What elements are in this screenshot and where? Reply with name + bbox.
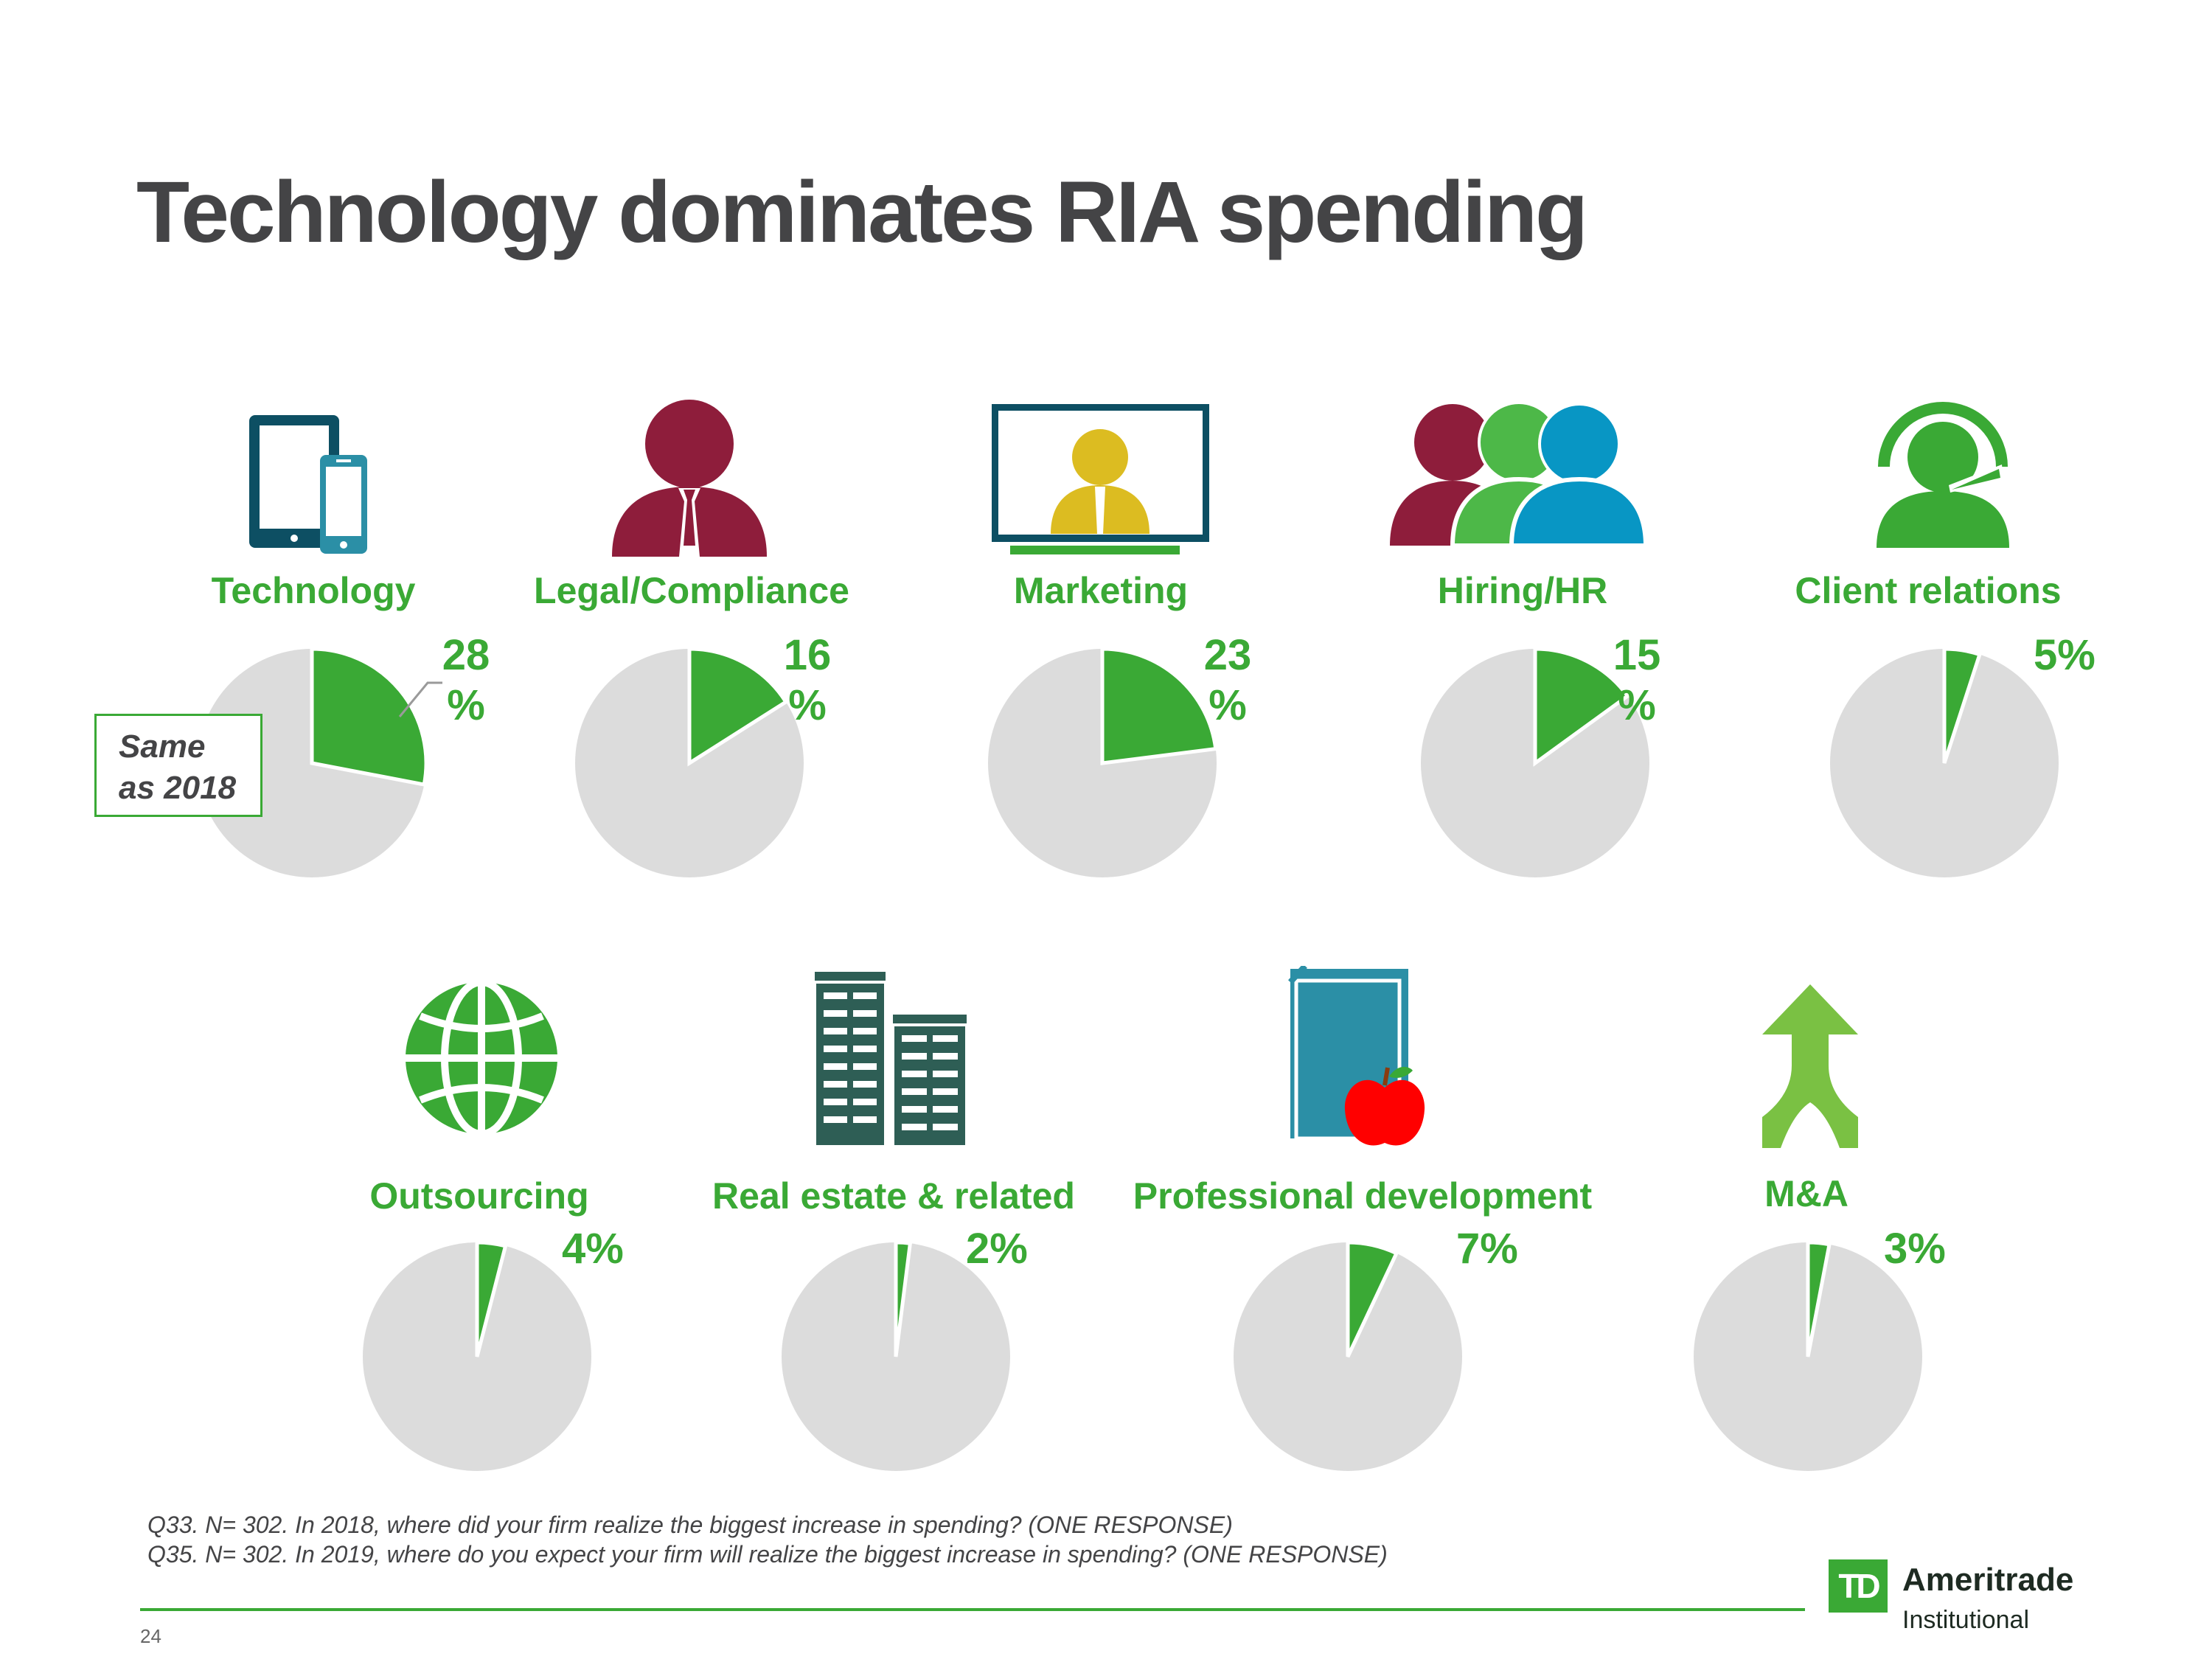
globe-icon — [406, 981, 557, 1135]
category-label-client-relations: Client relations — [1795, 570, 2062, 611]
footnotes: Q33. N= 302. In 2018, where did your fir… — [147, 1510, 1388, 1569]
technology-leader-line — [398, 681, 442, 717]
value-label-professional-development: 7% — [1456, 1225, 1518, 1273]
businessman-icon — [612, 400, 767, 557]
category-label-legal-compliance: Legal/Compliance — [534, 570, 849, 611]
pie-slice-5 — [475, 1240, 508, 1357]
category-label-hiring-hr: Hiring/HR — [1437, 570, 1608, 611]
pie-hiring-hr — [1421, 647, 1649, 877]
td-logo-mark: TD — [1829, 1559, 1888, 1613]
footnote-q35: Q35. N= 302. In 2019, where do you expec… — [147, 1541, 1388, 1568]
pie-slice-8 — [1806, 1240, 1832, 1357]
value-label-outsourcing: 4% — [562, 1225, 624, 1273]
presenter-screen-icon — [992, 404, 1209, 554]
value-label-m-and-a: 3% — [1884, 1225, 1946, 1273]
pie-legal-compliance — [575, 647, 804, 877]
value-label-client-relations: 5% — [2034, 631, 2096, 679]
category-label-m-and-a: M&A — [1764, 1173, 1848, 1214]
pie-slice-6 — [894, 1240, 913, 1357]
pie-slice-1 — [687, 647, 789, 767]
category-label-professional-development: Professional development — [1133, 1175, 1593, 1217]
pie-slice-0 — [310, 647, 428, 787]
buildings-icon — [815, 972, 967, 1145]
value-label-hiring-hr: 15 % — [1613, 631, 1661, 729]
category-label-technology: Technology — [211, 570, 416, 611]
pie-professional-development — [1234, 1240, 1462, 1471]
value-label-legal-compliance: 16 % — [783, 631, 832, 729]
team-icon — [1390, 401, 1649, 546]
category-label-real-estate: Real estate & related — [712, 1175, 1075, 1217]
value-label-marketing: 23 % — [1203, 631, 1252, 729]
headset-agent-icon — [1877, 402, 2009, 548]
pie-slice-4 — [1942, 647, 1983, 764]
same-as-2018-callout: Same as 2018 — [94, 714, 262, 817]
value-label-technology: 28 % — [442, 631, 490, 729]
pie-slice-3 — [1533, 647, 1630, 767]
pie-slice-2 — [1100, 647, 1218, 765]
tablet-phone-icon — [249, 415, 367, 554]
book-apple-icon — [1288, 966, 1425, 1146]
pie-technology — [198, 647, 428, 877]
merge-arrow-icon — [1762, 984, 1858, 1148]
footnote-q33: Q33. N= 302. In 2018, where did your fir… — [147, 1512, 1233, 1538]
page-title: Technology dominates RIA spending — [136, 164, 1588, 261]
footer-rule — [140, 1608, 1805, 1611]
category-label-outsourcing: Outsourcing — [369, 1175, 589, 1217]
pie-m-and-a — [1694, 1240, 1922, 1471]
page-number: 24 — [140, 1625, 161, 1647]
pie-real-estate — [782, 1240, 1010, 1471]
logo-subtitle: Institutional — [1902, 1606, 2029, 1634]
pie-client-relations — [1830, 647, 2059, 877]
value-label-real-estate: 2% — [966, 1225, 1028, 1273]
pie-outsourcing — [363, 1240, 591, 1471]
category-label-marketing: Marketing — [1013, 570, 1189, 611]
logo-name: Ameritrade — [1902, 1562, 2074, 1598]
pie-slice-7 — [1346, 1240, 1399, 1358]
pie-marketing — [988, 647, 1218, 877]
